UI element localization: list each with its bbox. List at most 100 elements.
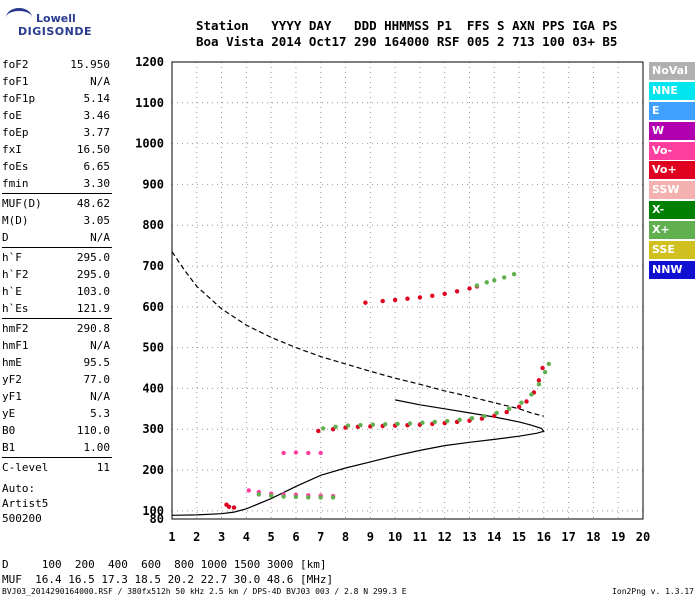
param-value: 48.62 [76,197,110,210]
param-row: yF2 77.0 [2,371,112,388]
trace-point [469,416,475,421]
trace-point [363,300,368,305]
param-name: yF2 [2,373,22,386]
trace-point [432,419,437,425]
legend-item: E [649,101,695,120]
param-row: MUF(D) 48.62 [2,195,112,212]
trace-point [395,421,400,427]
param-row: foF2 15.950 [2,56,112,73]
logo-line1: Lowell [36,12,76,25]
legend-item: W [649,121,695,140]
param-row: M(D) 3.05 [2,212,112,229]
legend-item: X+ [649,221,695,240]
x-tick-label: 2 [193,530,200,544]
x-tick-label: 14 [487,530,501,544]
param-name: fxI [2,143,22,156]
x-tick-label: 4 [243,530,250,544]
y-tick-label: 80 [150,512,164,526]
param-name: fmin [2,177,29,190]
x-tick-label: 5 [268,530,275,544]
param-value: 6.65 [83,160,111,173]
density-profile-solid [171,399,545,516]
param-value: N/A [90,390,110,403]
auto-line: Auto: [2,482,36,495]
y-tick-label: 600 [142,300,164,314]
param-name: MUF(D) [2,197,42,210]
distance-row: D 100 200 400 600 800 1000 1500 3000 [km… [2,558,327,571]
param-value: 3.30 [83,177,111,190]
y-tick-label: 1200 [135,55,164,69]
param-value: 77.0 [83,373,111,386]
param-value: N/A [90,339,110,352]
param-value: 16.50 [76,143,110,156]
param-separator [2,457,112,458]
param-row: fxI 16.50 [2,141,112,158]
x-tick-label: 10 [388,530,402,544]
param-value: 1.00 [83,441,111,454]
trace-point [231,505,237,510]
param-value: 15.950 [70,58,110,71]
trace-point [536,378,542,383]
param-value: 290.8 [76,322,110,335]
param-row: h`Es 121.9 [2,300,112,317]
trace-point [445,418,450,424]
y-tick-label: 800 [142,218,164,232]
trace-point [358,423,363,428]
trace-point [457,417,462,422]
param-name: hmF1 [2,339,29,352]
param-row: C-level 11 [2,459,112,476]
x-tick-label: 9 [367,530,374,544]
param-row: hmF1 N/A [2,337,112,354]
param-value: N/A [90,75,110,88]
param-row: B0 110.0 [2,422,112,439]
y-tick-label: 300 [142,422,164,436]
trace-point [482,414,487,419]
param-row: hmE 95.5 [2,354,112,371]
param-value: 295.0 [76,251,110,264]
param-separator [2,318,112,319]
legend-item: SSE [649,241,695,260]
trace-point [536,382,542,387]
param-row: fmin 3.30 [2,175,112,192]
x-tick-label: 7 [317,530,324,544]
header-line1: Station YYYY DAY DDD HHMMSS P1 FFS S AXN… [196,18,618,33]
param-value: 11 [96,461,110,474]
trace-point [420,420,425,425]
param-value: 5.14 [83,92,111,105]
trace-point [330,495,336,500]
param-value: 95.5 [83,356,111,369]
param-name: B1 [2,441,16,454]
trace-point [281,450,286,456]
legend-item: Vo+ [649,161,695,180]
x-tick-label: 11 [413,530,427,544]
param-separator [2,247,112,248]
param-name: B0 [2,424,16,437]
plot-frame [171,61,644,520]
x-tick-label: 12 [437,530,451,544]
x-tick-label: 13 [462,530,476,544]
auto-info: Auto: Artist5 500200 [2,481,48,526]
trace-point [442,291,447,296]
trace-point [293,494,299,500]
x-tick-label: 3 [218,530,225,544]
trace-point [392,297,398,303]
trace-point [504,409,509,415]
x-tick-label: 1 [168,530,175,544]
trace-point [430,293,435,298]
trace-point [474,283,480,288]
param-value: 3.46 [83,109,111,122]
legend-item: NNE [649,81,695,100]
trace-point [494,410,499,416]
polarization-legend: NoVal NNE E W Vo- Vo+ SSW X- X+ SSE NNW [649,62,695,281]
param-row: D N/A [2,229,112,246]
param-value: 5.3 [90,407,110,420]
x-tick-label: 19 [611,530,625,544]
x-tick-label: 6 [292,530,299,544]
logo-arc-icon [6,8,32,27]
trace-point [506,406,512,411]
trace-point [316,428,321,434]
param-value: 3.77 [83,126,111,139]
param-row: h`E 103.0 [2,283,112,300]
trace-point [370,422,375,427]
